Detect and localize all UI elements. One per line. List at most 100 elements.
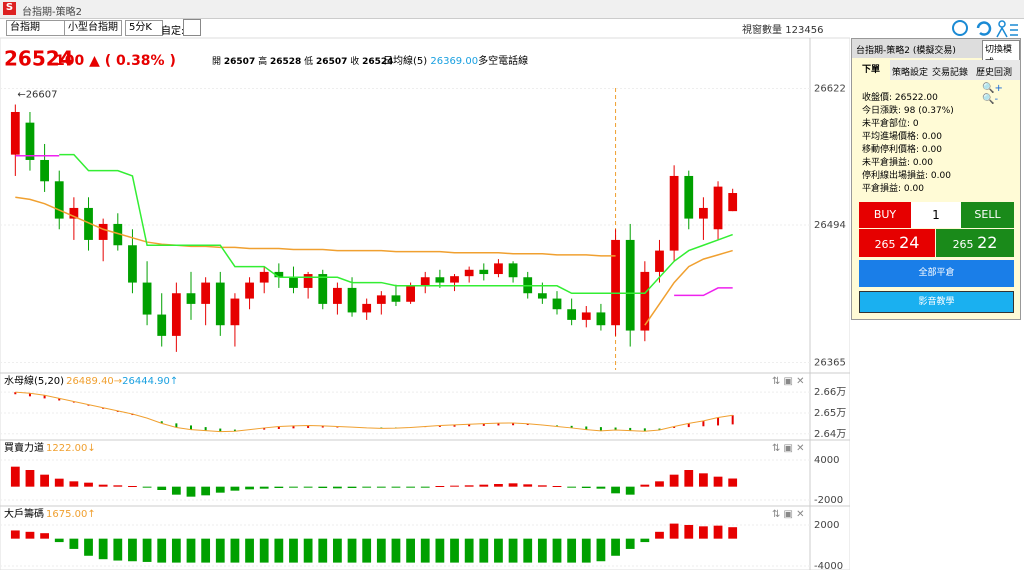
- bar: [40, 474, 49, 487]
- bar: [128, 538, 137, 562]
- ask-price[interactable]: 265 22: [936, 229, 1014, 257]
- sell-button[interactable]: SELL: [961, 202, 1014, 228]
- bar: [391, 538, 401, 563]
- window-count-option[interactable]: 5: [810, 25, 818, 36]
- y-tick-label: 2.65万: [814, 408, 846, 419]
- contract-select[interactable]: 小型台指期: [64, 20, 122, 36]
- bar: [406, 486, 415, 488]
- candle-body: [640, 271, 650, 331]
- overlay-line: [59, 153, 733, 294]
- bar: [450, 538, 459, 563]
- chart: 26524 100 ▲ ( 0.38% ) 開 26507 高 26528 低 …: [0, 37, 850, 570]
- candle-body: [420, 277, 430, 286]
- tab[interactable]: 交易記錄: [932, 68, 969, 78]
- overlay-line: [674, 287, 733, 297]
- bar: [581, 538, 591, 563]
- candle-body: [186, 293, 196, 304]
- window-count-label: 視窗數量: [742, 25, 782, 36]
- candle-body: [245, 282, 254, 299]
- fast-line: [15, 391, 733, 433]
- zoom-icons[interactable]: 🔍+ 🔍-: [982, 83, 1003, 105]
- icon[interactable]: [952, 20, 968, 36]
- bar: [699, 473, 708, 487]
- buy-button[interactable]: BUY: [859, 202, 911, 228]
- toolbar: 台指期 小型台指期 5分K 自定: 視窗數量 123456: [0, 19, 1024, 39]
- bar: [142, 538, 152, 562]
- candle-body: [655, 250, 664, 272]
- bar: [728, 527, 738, 539]
- bar: [142, 486, 152, 488]
- close-all-button[interactable]: 全部平倉: [859, 260, 1014, 287]
- bar: [10, 466, 20, 487]
- candle-body: [552, 298, 562, 310]
- ohlc-value: 26528: [270, 57, 301, 67]
- ohlc-label: 開: [212, 56, 221, 67]
- bar: [25, 470, 35, 487]
- bar: [230, 538, 240, 563]
- bar: [98, 538, 108, 560]
- bar: [25, 531, 35, 539]
- tab[interactable]: 下單: [852, 60, 890, 80]
- bar: [10, 530, 20, 539]
- ask-head: 265: [952, 238, 974, 251]
- candle-body: [230, 298, 240, 326]
- bar: [333, 486, 342, 489]
- tab[interactable]: 策略設定: [892, 68, 929, 78]
- info-line: 收盤價: 26522.00: [862, 93, 938, 103]
- bar: [420, 486, 430, 488]
- bar: [54, 478, 64, 487]
- window-count-option[interactable]: 2: [791, 25, 798, 36]
- info-line: 未平倉損益: 0.00: [862, 158, 933, 168]
- bar: [391, 486, 401, 488]
- window-count-option[interactable]: 3: [797, 25, 805, 36]
- icon[interactable]: [996, 24, 1018, 38]
- bar: [113, 485, 123, 487]
- candle-body: [508, 263, 518, 278]
- panel-title: 大戶籌碼: [4, 507, 44, 520]
- icon[interactable]: [998, 20, 1006, 28]
- panel-header: 台指期-策略2 (模擬交易) 切換模式: [852, 39, 1020, 70]
- bid-price[interactable]: 265 24: [859, 229, 935, 257]
- panel-readout: 26489.40→: [66, 376, 122, 387]
- bar: [347, 486, 357, 488]
- window-count-option[interactable]: 6: [817, 25, 824, 36]
- candle-body: [171, 293, 181, 336]
- video-button[interactable]: 影音教學: [859, 291, 1014, 313]
- info-line: 移動停利價格: 0.00: [862, 145, 942, 155]
- icon[interactable]: [976, 21, 992, 36]
- bar: [376, 538, 386, 563]
- candle-body: [113, 223, 123, 246]
- bar: [596, 486, 606, 489]
- interval-select[interactable]: 5分K: [125, 20, 163, 36]
- bar: [728, 478, 738, 487]
- candle-body: [40, 159, 49, 182]
- bar: [230, 486, 240, 491]
- candle-body: [581, 312, 591, 320]
- bar: [669, 474, 679, 487]
- ma-label: 日均線(5): [383, 54, 427, 67]
- qty-input[interactable]: 1: [911, 202, 961, 228]
- tab[interactable]: 歷史回測: [976, 68, 1013, 78]
- price-change: 100 ▲ ( 0.38% ): [55, 53, 176, 69]
- bar: [259, 538, 269, 563]
- y-tick-label: 2000: [814, 520, 839, 531]
- window-title: 台指期-策略2: [22, 7, 82, 18]
- info-line: 未平倉部位: 0: [862, 119, 919, 129]
- info-line: 停利線出場損益: 0.00: [862, 171, 951, 181]
- ohlc-value: 26524: [362, 57, 393, 67]
- window-count-option[interactable]: 1: [785, 25, 792, 36]
- bar: [611, 486, 620, 494]
- ma-value: 26369.00: [430, 56, 478, 67]
- candle-body: [625, 239, 635, 331]
- window-count-option[interactable]: 4: [804, 25, 811, 36]
- candle-body: [684, 175, 694, 219]
- candle-body: [435, 277, 445, 283]
- bar: [508, 538, 518, 563]
- bar: [318, 486, 328, 488]
- custom-input[interactable]: [183, 19, 201, 36]
- candle-body: [362, 303, 372, 313]
- bar: [157, 538, 167, 563]
- overlay-line: [644, 249, 733, 326]
- bar: [713, 476, 723, 487]
- tool-icons[interactable]: [950, 19, 1022, 39]
